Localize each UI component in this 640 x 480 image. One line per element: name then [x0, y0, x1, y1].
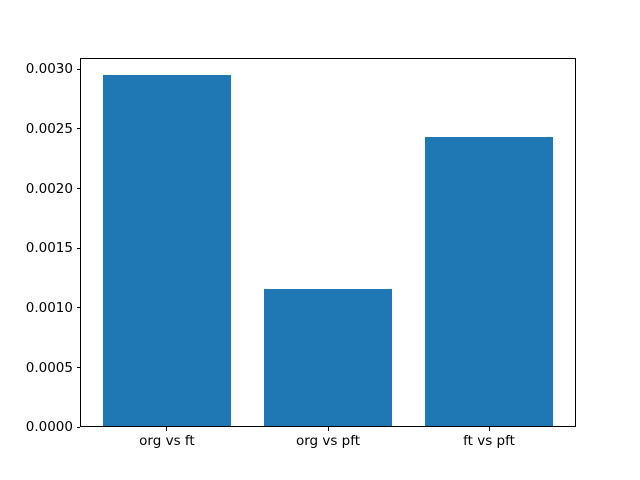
y-tick-label: 0.0000 — [25, 419, 73, 436]
plot-area — [80, 58, 576, 428]
bar-ft-vs-pft — [424, 137, 554, 428]
y-tick-mark — [76, 426, 80, 428]
x-tick-label: org vs pft — [295, 433, 361, 449]
bar-org-vs-pft — [263, 288, 393, 428]
y-tick-label: 0.0025 — [25, 120, 73, 137]
y-tick-label: 0.0020 — [25, 180, 73, 197]
y-tick-label: 0.0030 — [25, 61, 73, 78]
y-tick-mark — [76, 68, 80, 70]
y-tick-label: 0.0005 — [25, 359, 73, 376]
bar-org-vs-ft — [102, 75, 232, 428]
x-tick-label: org vs ft — [139, 433, 195, 449]
x-tick-label: ft vs pft — [463, 433, 515, 449]
y-tick-mark — [76, 367, 80, 369]
x-tick-mark — [327, 427, 329, 431]
x-tick-mark — [166, 427, 168, 431]
y-tick-label: 0.0015 — [25, 240, 73, 257]
y-tick-mark — [76, 307, 80, 309]
y-tick-mark — [76, 128, 80, 130]
y-tick-mark — [76, 247, 80, 249]
y-tick-label: 0.0010 — [25, 299, 73, 316]
x-tick-mark — [488, 427, 490, 431]
y-tick-mark — [76, 188, 80, 190]
